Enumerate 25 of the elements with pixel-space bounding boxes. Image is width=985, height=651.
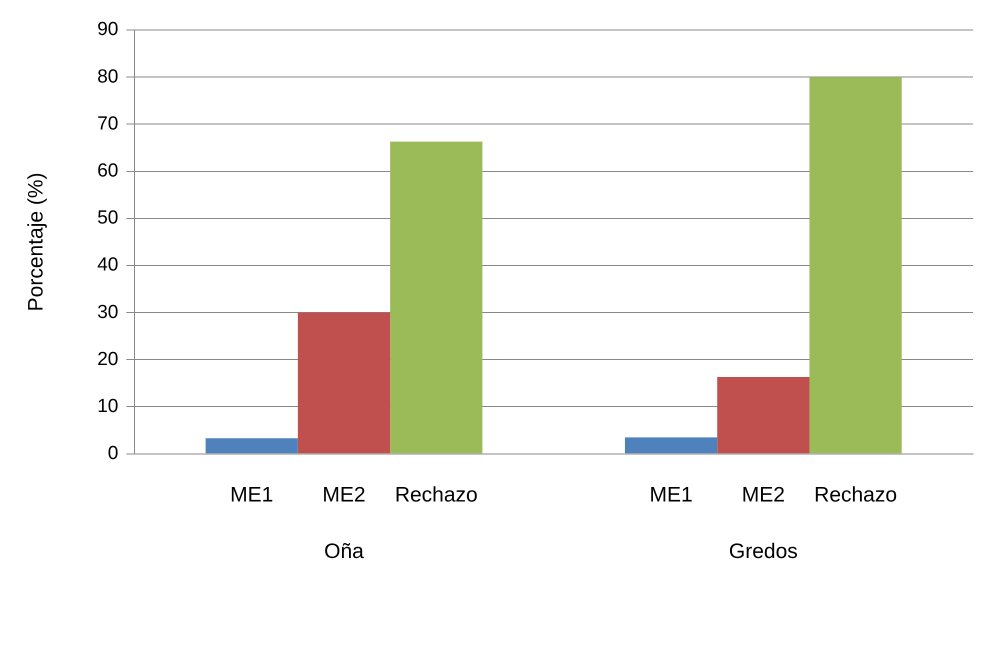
y-tick-label: 70 bbox=[97, 113, 118, 134]
y-tick-label: 40 bbox=[97, 254, 118, 276]
bar bbox=[717, 377, 810, 454]
text: Rechazo bbox=[814, 484, 898, 507]
text: ME1 bbox=[649, 484, 693, 507]
y-tick-label: 10 bbox=[97, 396, 118, 417]
bar bbox=[809, 77, 902, 454]
text: ME2 bbox=[742, 484, 785, 507]
y-tick-label: 0 bbox=[108, 443, 118, 464]
y-tick-label: 50 bbox=[97, 208, 118, 229]
y-tick-label: 80 bbox=[97, 66, 118, 88]
series-label: Rechazo bbox=[394, 484, 478, 507]
bar bbox=[298, 312, 390, 454]
bar bbox=[390, 142, 482, 454]
y-tick-label: 30 bbox=[97, 302, 118, 323]
bar bbox=[206, 438, 298, 454]
series-label: ME1 bbox=[230, 484, 274, 507]
y-tick-label: 90 bbox=[97, 19, 118, 40]
y-tick-label: 20 bbox=[97, 348, 118, 370]
y-tick-label: 60 bbox=[97, 160, 118, 182]
x-tick-label: Gredos bbox=[728, 540, 798, 564]
x-tick-label: Oña bbox=[324, 540, 364, 564]
bar bbox=[624, 437, 718, 454]
series-label: ME2 bbox=[322, 484, 366, 507]
y-axis-title: Porcentaje (%) bbox=[24, 172, 48, 312]
